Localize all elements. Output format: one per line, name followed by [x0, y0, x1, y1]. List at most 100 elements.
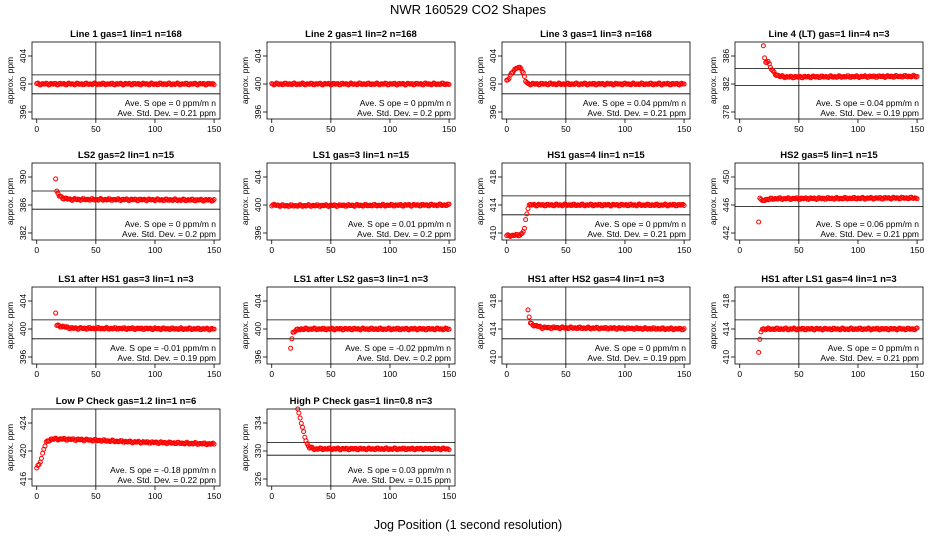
panel-title: HS1 gas=4 lin=1 n=15 — [547, 150, 645, 161]
data-point — [444, 326, 450, 332]
panel-5: LS2 gas=2 lin=1 n=15 0 50 100 150 382 386 390ap… — [5, 150, 221, 255]
x-tick-label: 150 — [207, 124, 221, 134]
x-tick-label: 150 — [677, 124, 691, 134]
y-tick-label: 418 — [488, 170, 498, 184]
x-tick-label: 150 — [677, 369, 691, 379]
x-tick-label: 150 — [442, 124, 456, 134]
x-tick-label: 100 — [148, 491, 162, 501]
x-tick-label: 100 — [148, 124, 162, 134]
data-point — [756, 219, 762, 225]
x-tick-label: 100 — [148, 369, 162, 379]
stat-stddev: Ave. Std. Dev. = 0.21 ppm — [587, 108, 686, 118]
panel-2: Line 2 gas=1 lin=2 n=168 0 50 100 150 396 400 4… — [240, 29, 456, 134]
y-axis-label: approx. ppm — [5, 302, 15, 349]
plot-frame — [266, 408, 456, 487]
y-tick-label: 404 — [253, 49, 263, 63]
x-tick-label: 100 — [851, 369, 865, 379]
y-axis-label: approx. ppm — [240, 57, 250, 104]
panel-title: Low P Check gas=1.2 lin=1 n=6 — [56, 396, 197, 407]
x-tick-label: 100 — [851, 124, 865, 134]
data-point — [760, 43, 766, 49]
y-tick-label: 382 — [721, 77, 731, 91]
plot-frame — [31, 162, 221, 241]
panel-1: Line 1 gas=1 lin=1 n=168 0 50 100 150 396 400 4… — [5, 29, 221, 134]
stat-stddev: Ave. Std. Dev. = 0.15 ppm — [352, 475, 451, 485]
data-point — [42, 443, 48, 449]
y-axis-label: approx. ppm — [5, 424, 15, 471]
x-tick-label: 50 — [91, 124, 101, 134]
stat-slope: Ave. S ope = 0 ppm/m n — [595, 219, 687, 229]
stat-slope: Ave. S ope = 0.03 ppm/m n — [348, 465, 451, 475]
y-tick-label: 404 — [488, 49, 498, 63]
x-tick-label: 50 — [91, 245, 101, 255]
x-axis-label: Jog Position (1 second resolution) — [373, 518, 563, 532]
data-point — [38, 455, 44, 461]
panel-title: HS1 after HS2 gas=4 lin=1 n=3 — [528, 274, 665, 285]
data-point — [211, 441, 217, 447]
stat-stddev: Ave. Std. Dev. = 0.19 ppm — [587, 353, 686, 363]
y-tick-label: 396 — [488, 105, 498, 119]
x-tick-label: 0 — [269, 491, 274, 501]
panel-title: HS2 gas=5 lin=1 n=15 — [780, 150, 878, 161]
data-point — [771, 69, 777, 75]
data-point — [914, 325, 920, 331]
stat-stddev: Ave. Std. Dev. = 0.21 ppm — [820, 353, 919, 363]
y-axis-label: approx. ppm — [240, 178, 250, 225]
x-tick-label: 0 — [737, 245, 742, 255]
x-tick-label: 150 — [207, 369, 221, 379]
x-tick-label: 150 — [677, 245, 691, 255]
stat-stddev: Ave. Std. Dev. = 0.2 ppm — [357, 353, 451, 363]
x-tick-label: 100 — [851, 245, 865, 255]
data-point — [211, 196, 217, 202]
stat-slope: Ave. S ope = 0.04 ppm/m n — [583, 98, 686, 108]
stat-stddev: Ave. Std. Dev. = 0.2 ppm — [122, 229, 216, 239]
data-point — [211, 326, 217, 332]
plot-frame — [501, 41, 691, 120]
x-tick-label: 100 — [618, 369, 632, 379]
panel-7: HS1 gas=4 lin=1 n=15 0 50 100 150 410 414 418ap… — [475, 150, 691, 255]
plot-frame — [501, 286, 691, 365]
plot-frame — [31, 41, 221, 120]
x-tick-label: 100 — [383, 369, 397, 379]
y-axis-label: approx. ppm — [475, 178, 485, 225]
data-point — [521, 73, 527, 79]
panel-4: Line 4 (LT) gas=1 lin=4 n=3 0 50 100 150 378 3… — [708, 29, 924, 134]
y-axis-label: approx. ppm — [475, 57, 485, 104]
y-tick-label: 400 — [253, 198, 263, 212]
x-tick-label: 50 — [326, 245, 336, 255]
y-axis-label: approx. ppm — [708, 178, 718, 225]
y-tick-label: 400 — [488, 77, 498, 91]
x-tick-label: 150 — [207, 491, 221, 501]
x-tick-label: 0 — [34, 245, 39, 255]
plot-frame — [266, 286, 456, 365]
x-tick-label: 100 — [383, 124, 397, 134]
panel-title: High P Check gas=1 lin=0.8 n=3 — [290, 396, 433, 407]
x-tick-label: 50 — [326, 369, 336, 379]
x-tick-label: 0 — [504, 369, 509, 379]
panel-14: High P Check gas=1 lin=0.8 n=3 0 50 100 150 3… — [240, 396, 456, 501]
x-tick-label: 150 — [910, 124, 924, 134]
y-tick-label: 424 — [18, 416, 28, 430]
data-point — [521, 225, 527, 231]
y-tick-label: 420 — [18, 444, 28, 458]
data-point — [296, 410, 302, 416]
y-axis-label: approx. ppm — [5, 178, 15, 225]
data-point — [34, 465, 40, 471]
x-tick-label: 150 — [442, 369, 456, 379]
y-tick-label: 414 — [488, 198, 498, 212]
x-tick-label: 50 — [91, 369, 101, 379]
stat-slope: Ave. S ope = -0.02 ppm/m n — [345, 343, 451, 353]
x-tick-label: 0 — [269, 245, 274, 255]
y-tick-label: 396 — [253, 350, 263, 364]
y-tick-label: 404 — [18, 49, 28, 63]
panel-title: LS1 after LS2 gas=3 lin=1 n=3 — [294, 274, 428, 285]
y-tick-label: 400 — [18, 77, 28, 91]
y-tick-label: 396 — [18, 105, 28, 119]
data-point — [53, 176, 59, 182]
stat-stddev: Ave. Std. Dev. = 0.21 ppm — [587, 229, 686, 239]
x-tick-label: 0 — [34, 491, 39, 501]
data-point — [289, 336, 295, 342]
y-tick-label: 382 — [18, 226, 28, 240]
panel-10: LS1 after LS2 gas=3 lin=1 n=3 0 50 100 150 39… — [240, 274, 456, 379]
